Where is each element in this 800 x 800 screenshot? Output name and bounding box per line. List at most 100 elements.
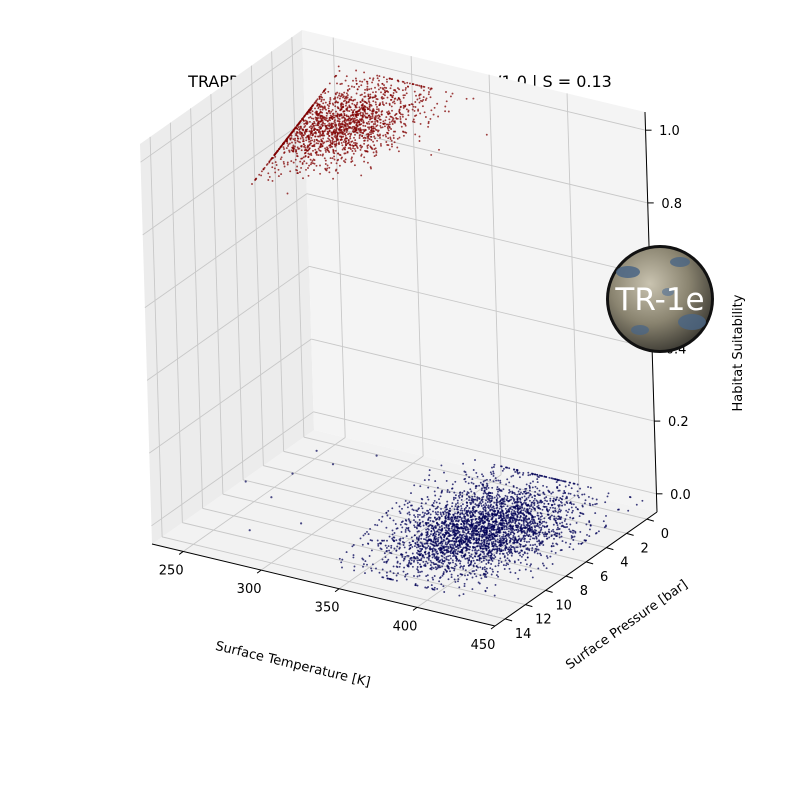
data-point [270,496,273,499]
data-point [466,491,469,494]
data-point [354,106,357,109]
data-point [426,527,429,530]
data-point [552,499,555,502]
data-point [364,572,366,575]
data-point [262,168,265,171]
data-point [545,567,548,570]
data-point [346,109,349,112]
data-point [538,501,541,504]
data-point [462,533,465,536]
data-point [465,513,468,516]
data-point [312,149,314,152]
data-point [548,476,551,479]
data-point [510,554,513,557]
data-point [452,513,455,516]
data-point [441,565,444,568]
data-point [287,145,289,147]
data-point [523,552,526,555]
data-point [468,571,471,574]
data-point [419,571,422,573]
data-point [473,570,475,572]
data-point [454,562,457,565]
data-point [511,521,514,523]
data-point [320,134,323,137]
data-point [556,496,558,499]
data-point [353,141,355,144]
data-point [428,508,431,511]
data-point [517,539,520,541]
data-point [515,486,518,489]
data-point [402,94,405,97]
data-point [495,518,497,521]
data-point [423,514,426,517]
data-point [407,564,410,566]
data-point [500,519,502,522]
data-point [321,125,324,128]
data-point [402,96,405,99]
data-point [425,539,428,542]
data-point [575,521,578,524]
data-point [319,132,322,135]
data-point [504,544,507,547]
data-point [321,111,324,114]
data-point [431,548,434,551]
data-point [418,535,421,538]
data-point [453,547,455,550]
data-point [536,493,539,496]
data-point [564,518,567,521]
data-point [340,138,343,141]
data-point [341,558,344,561]
data-point [337,120,340,123]
data-point [396,146,399,149]
data-point [449,543,451,546]
data-point [484,589,487,592]
data-point [511,514,514,517]
data-point [461,539,464,541]
data-point [331,127,333,129]
data-point [448,509,451,512]
data-point [470,536,473,539]
data-point [459,562,462,565]
data-point [437,115,440,118]
data-point [328,171,331,174]
data-point [507,530,510,533]
data-point [317,135,319,138]
data-point [353,108,356,111]
data-point [345,131,348,134]
data-point [520,528,523,531]
data-point [328,130,331,133]
data-point [438,566,441,569]
data-point [415,94,417,97]
data-point [561,521,564,524]
data-point [371,81,374,84]
data-point [341,148,344,151]
data-point [574,531,577,534]
data-point [305,128,308,131]
data-point [511,505,514,508]
grid-y-left [169,122,183,523]
data-point [531,528,534,531]
data-point [365,80,368,83]
grid-y-floor [182,522,526,606]
data-point [309,158,312,161]
data-point [371,113,374,116]
data-point [345,97,348,100]
data-point [458,526,461,529]
data-point [298,128,301,130]
data-point [359,129,362,132]
data-point [374,123,377,125]
data-point [327,140,329,143]
data-point [559,497,562,499]
data-point [528,494,531,497]
data-point [426,556,429,559]
data-point [496,506,499,509]
data-point [397,97,400,100]
data-point [297,147,300,150]
data-point [348,141,350,144]
data-point [392,92,395,94]
data-point [274,161,277,164]
data-point [488,524,491,527]
data-point [329,98,332,101]
data-point [508,481,511,484]
data-point [334,92,337,95]
